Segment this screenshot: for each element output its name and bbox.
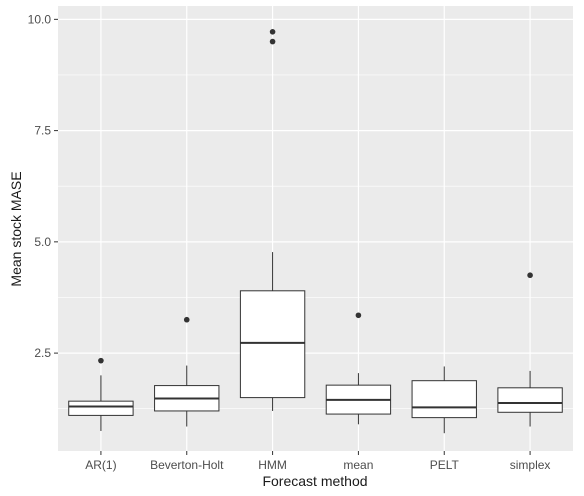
outlier-point bbox=[98, 357, 104, 364]
box-iqr bbox=[497, 387, 563, 413]
box-iqr bbox=[411, 380, 477, 419]
x-axis-title: Forecast method bbox=[262, 473, 367, 489]
y-tick-label: 5.0 bbox=[34, 235, 51, 249]
x-tick-label: PELT bbox=[430, 458, 460, 472]
x-tick-label: AR(1) bbox=[85, 458, 116, 472]
outlier-point bbox=[527, 272, 533, 279]
x-tick-label: mean bbox=[343, 458, 373, 472]
x-tick-label: simplex bbox=[510, 458, 551, 472]
box-group bbox=[411, 366, 477, 434]
outlier-point bbox=[269, 29, 276, 35]
y-tick-label: 7.5 bbox=[34, 124, 51, 138]
axis-layer: 2.5 5.0 7.5 10.0 AR(1) Beverton-Holt HMM mean PE… bbox=[28, 12, 551, 472]
box-group bbox=[497, 272, 563, 427]
outlier-point bbox=[183, 316, 190, 323]
box-iqr bbox=[239, 290, 306, 399]
y-tick-label: 2.5 bbox=[34, 346, 51, 360]
x-tick-label: HMM bbox=[258, 458, 287, 472]
box-group bbox=[325, 312, 392, 425]
outlier-point bbox=[269, 38, 276, 45]
box-group bbox=[154, 316, 220, 427]
box-group bbox=[68, 357, 134, 431]
outlier-point bbox=[355, 312, 362, 319]
boxes-layer bbox=[68, 29, 563, 434]
box-group bbox=[239, 29, 306, 411]
y-tick-label: 10.0 bbox=[28, 12, 52, 26]
y-axis-title: Mean stock MASE bbox=[8, 171, 24, 286]
box-iqr bbox=[68, 400, 134, 416]
panel-background bbox=[58, 6, 573, 451]
grid-minor bbox=[58, 74, 573, 410]
x-tick-label: Beverton-Holt bbox=[150, 458, 224, 472]
